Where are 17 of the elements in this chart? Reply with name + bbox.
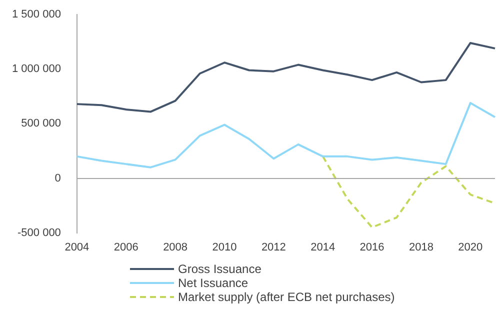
x-tick-label: 2016 (360, 241, 384, 254)
y-tick-label: 0 (54, 172, 61, 184)
x-tick-label: 2004 (64, 241, 90, 254)
legend-label: Gross Issuance (178, 262, 262, 276)
y-tick-label: 1 000 000 (12, 63, 61, 76)
y-tick-label: 1 500 000 (12, 8, 61, 21)
x-tick-label: 2006 (114, 241, 138, 254)
x-tick-label: 2014 (310, 241, 336, 254)
y-tick-label: 500 000 (21, 118, 61, 130)
x-tick-label: 2008 (163, 241, 188, 254)
x-tick-label: 2010 (212, 241, 237, 254)
legend-label: Market supply (after ECB net purchases) (178, 290, 395, 304)
legend-label: Net Issuance (178, 276, 248, 290)
y-tick-label: -500 000 (18, 226, 61, 239)
x-tick-label: 2012 (261, 241, 286, 254)
x-tick-label: 2020 (458, 241, 483, 254)
x-tick-label: 2018 (408, 241, 434, 254)
